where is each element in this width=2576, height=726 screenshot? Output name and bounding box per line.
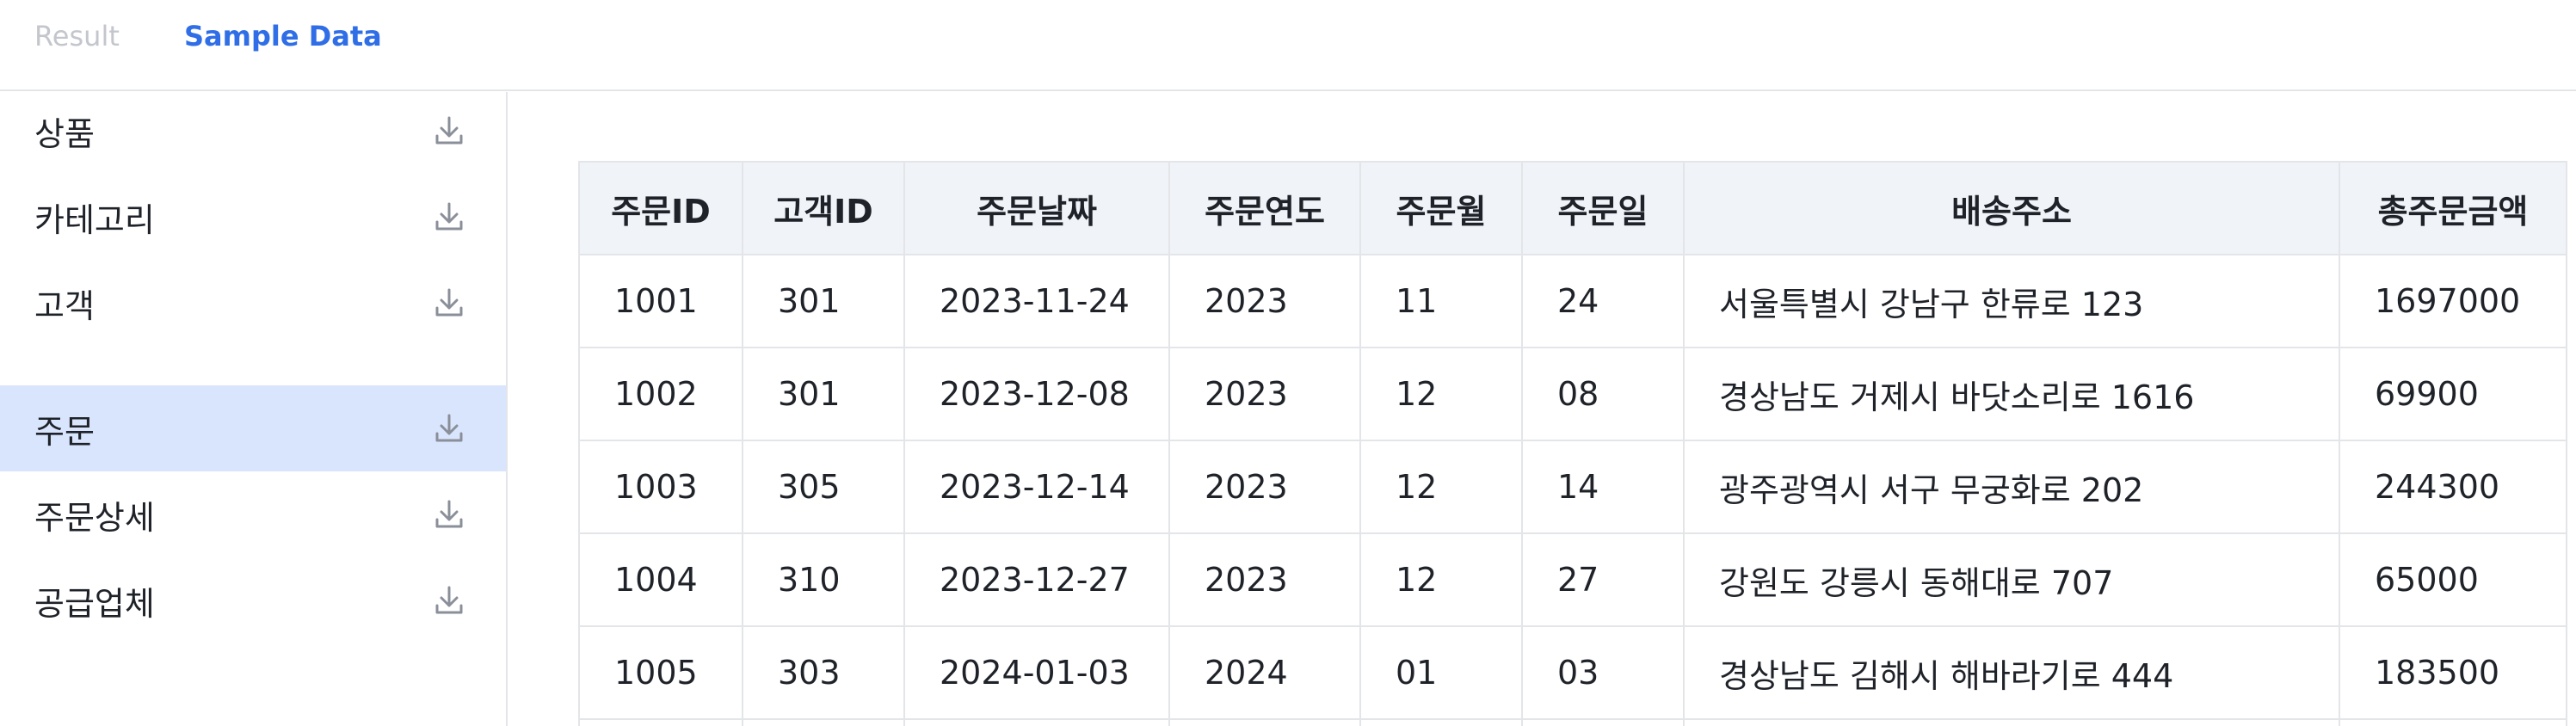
table-cell: 광주광역시 서구 무궁화로 202 [1683, 440, 2340, 534]
table-cell: 1002 [578, 347, 743, 441]
table-cell: 2024-01-03 [903, 625, 1170, 720]
column-header[interactable]: 주문날짜 [903, 161, 1170, 255]
download-icon[interactable] [432, 411, 466, 446]
sidebar-item-suppliers[interactable]: 공급업체 [0, 557, 506, 643]
column-header[interactable]: 주문연도 [1168, 161, 1361, 255]
table-cell [742, 718, 905, 726]
table-cell: 2023-12-14 [903, 440, 1170, 534]
table-cell: 303 [742, 625, 905, 720]
table-cell: 2024 [1168, 625, 1361, 720]
table-cell: 서울특별시 강남구 한류로 123 [1683, 254, 2340, 348]
table-cell: 301 [742, 347, 905, 441]
table-cell: 08 [1521, 347, 1685, 441]
table-cell: 1005 [578, 625, 743, 720]
table-cell [1168, 718, 1361, 726]
sidebar-item-categories[interactable]: 카테고리 [0, 174, 506, 260]
table-cell: 1003 [578, 440, 743, 534]
table-cell: 183500 [2339, 625, 2567, 720]
table-cell: 1001 [578, 254, 743, 348]
table-cell: 14 [1521, 440, 1685, 534]
table-cell: 경상남도 거제시 바닷소리로 1616 [1683, 347, 2340, 441]
tab-bar: Result Sample Data [0, 0, 2576, 91]
table-cell: 2023-11-24 [903, 254, 1170, 348]
table-cell: 305 [742, 440, 905, 534]
table-row: 1005 303 2024-01-03 2024 01 03 경상남도 김해시 … [578, 625, 2567, 720]
tab-sample-data[interactable]: Sample Data [184, 20, 382, 52]
table-cell [1359, 718, 1523, 726]
table-cell: 65000 [2339, 532, 2567, 627]
table-cell: 11 [1359, 254, 1523, 348]
sidebar-item-order-details[interactable]: 주문상세 [0, 471, 506, 557]
sidebar-item-label: 고객 [34, 286, 95, 325]
column-header[interactable]: 배송주소 [1683, 161, 2340, 255]
column-header[interactable]: 주문일 [1521, 161, 1685, 255]
table-cell [2339, 718, 2567, 726]
table-cell: 2023 [1168, 532, 1361, 627]
sidebar-item-label: 주문 [34, 412, 95, 451]
column-header[interactable]: 주문월 [1359, 161, 1523, 255]
orders-table: 주문ID 고객ID 주문날짜 주문연도 주문월 주문일 배송주소 총주문금액 1… [578, 161, 2567, 726]
table-row: 1001 301 2023-11-24 2023 11 24 서울특별시 강남구… [578, 254, 2567, 348]
download-icon[interactable] [432, 114, 466, 148]
column-header[interactable]: 주문ID [578, 161, 743, 255]
table-cell: 1004 [578, 532, 743, 627]
table-cell: 301 [742, 254, 905, 348]
table-cell: 12 [1359, 347, 1523, 441]
sidebar-item-label: 상품 [34, 114, 95, 153]
download-icon[interactable] [432, 583, 466, 618]
table-cell: 01 [1359, 625, 1523, 720]
sidebar-item-label: 공급업체 [34, 584, 155, 623]
table-cell: 12 [1359, 532, 1523, 627]
column-header[interactable]: 총주문금액 [2339, 161, 2567, 255]
table-header-row: 주문ID 고객ID 주문날짜 주문연도 주문월 주문일 배송주소 총주문금액 [578, 161, 2567, 255]
sidebar-item-label: 주문상세 [34, 498, 155, 537]
table-cell: 2023-12-27 [903, 532, 1170, 627]
main-content: 주문ID 고객ID 주문날짜 주문연도 주문월 주문일 배송주소 총주문금액 1… [509, 92, 2576, 726]
table-cell [578, 718, 743, 726]
download-icon[interactable] [432, 286, 466, 320]
table-row: 1003 305 2023-12-14 2023 12 14 광주광역시 서구 … [578, 440, 2567, 534]
sidebar-item-label: 카테고리 [34, 200, 155, 239]
table-cell: 69900 [2339, 347, 2567, 441]
table-cell: 경상남도 김해시 해바라기로 444 [1683, 625, 2340, 720]
table-cell: 27 [1521, 532, 1685, 627]
table-cell: 2023 [1168, 440, 1361, 534]
table-row: 1002 301 2023-12-08 2023 12 08 경상남도 거제시 … [578, 347, 2567, 441]
table-row [578, 718, 2567, 726]
table-cell [903, 718, 1170, 726]
table-cell: 1697000 [2339, 254, 2567, 348]
table-cell: 310 [742, 532, 905, 627]
sidebar-item-customers[interactable]: 고객 [0, 260, 506, 346]
table-cell: 2023 [1168, 347, 1361, 441]
table-cell: 24 [1521, 254, 1685, 348]
table-cell: 강원도 강릉시 동해대로 707 [1683, 532, 2340, 627]
table-row: 1004 310 2023-12-27 2023 12 27 강원도 강릉시 동… [578, 532, 2567, 627]
tab-result[interactable]: Result [34, 20, 120, 52]
sidebar-item-orders[interactable]: 주문 [0, 385, 506, 471]
table-cell: 2023-12-08 [903, 347, 1170, 441]
download-icon[interactable] [432, 497, 466, 532]
table-cell: 12 [1359, 440, 1523, 534]
table-cell [1683, 718, 2340, 726]
sidebar: 상품 카테고리 고객 주문 주문상세 공급업체 [0, 92, 508, 726]
table-cell: 03 [1521, 625, 1685, 720]
sidebar-item-products[interactable]: 상품 [0, 88, 506, 174]
table-cell: 244300 [2339, 440, 2567, 534]
column-header[interactable]: 고객ID [742, 161, 905, 255]
table-cell [1521, 718, 1685, 726]
table-cell: 2023 [1168, 254, 1361, 348]
download-icon[interactable] [432, 200, 466, 234]
